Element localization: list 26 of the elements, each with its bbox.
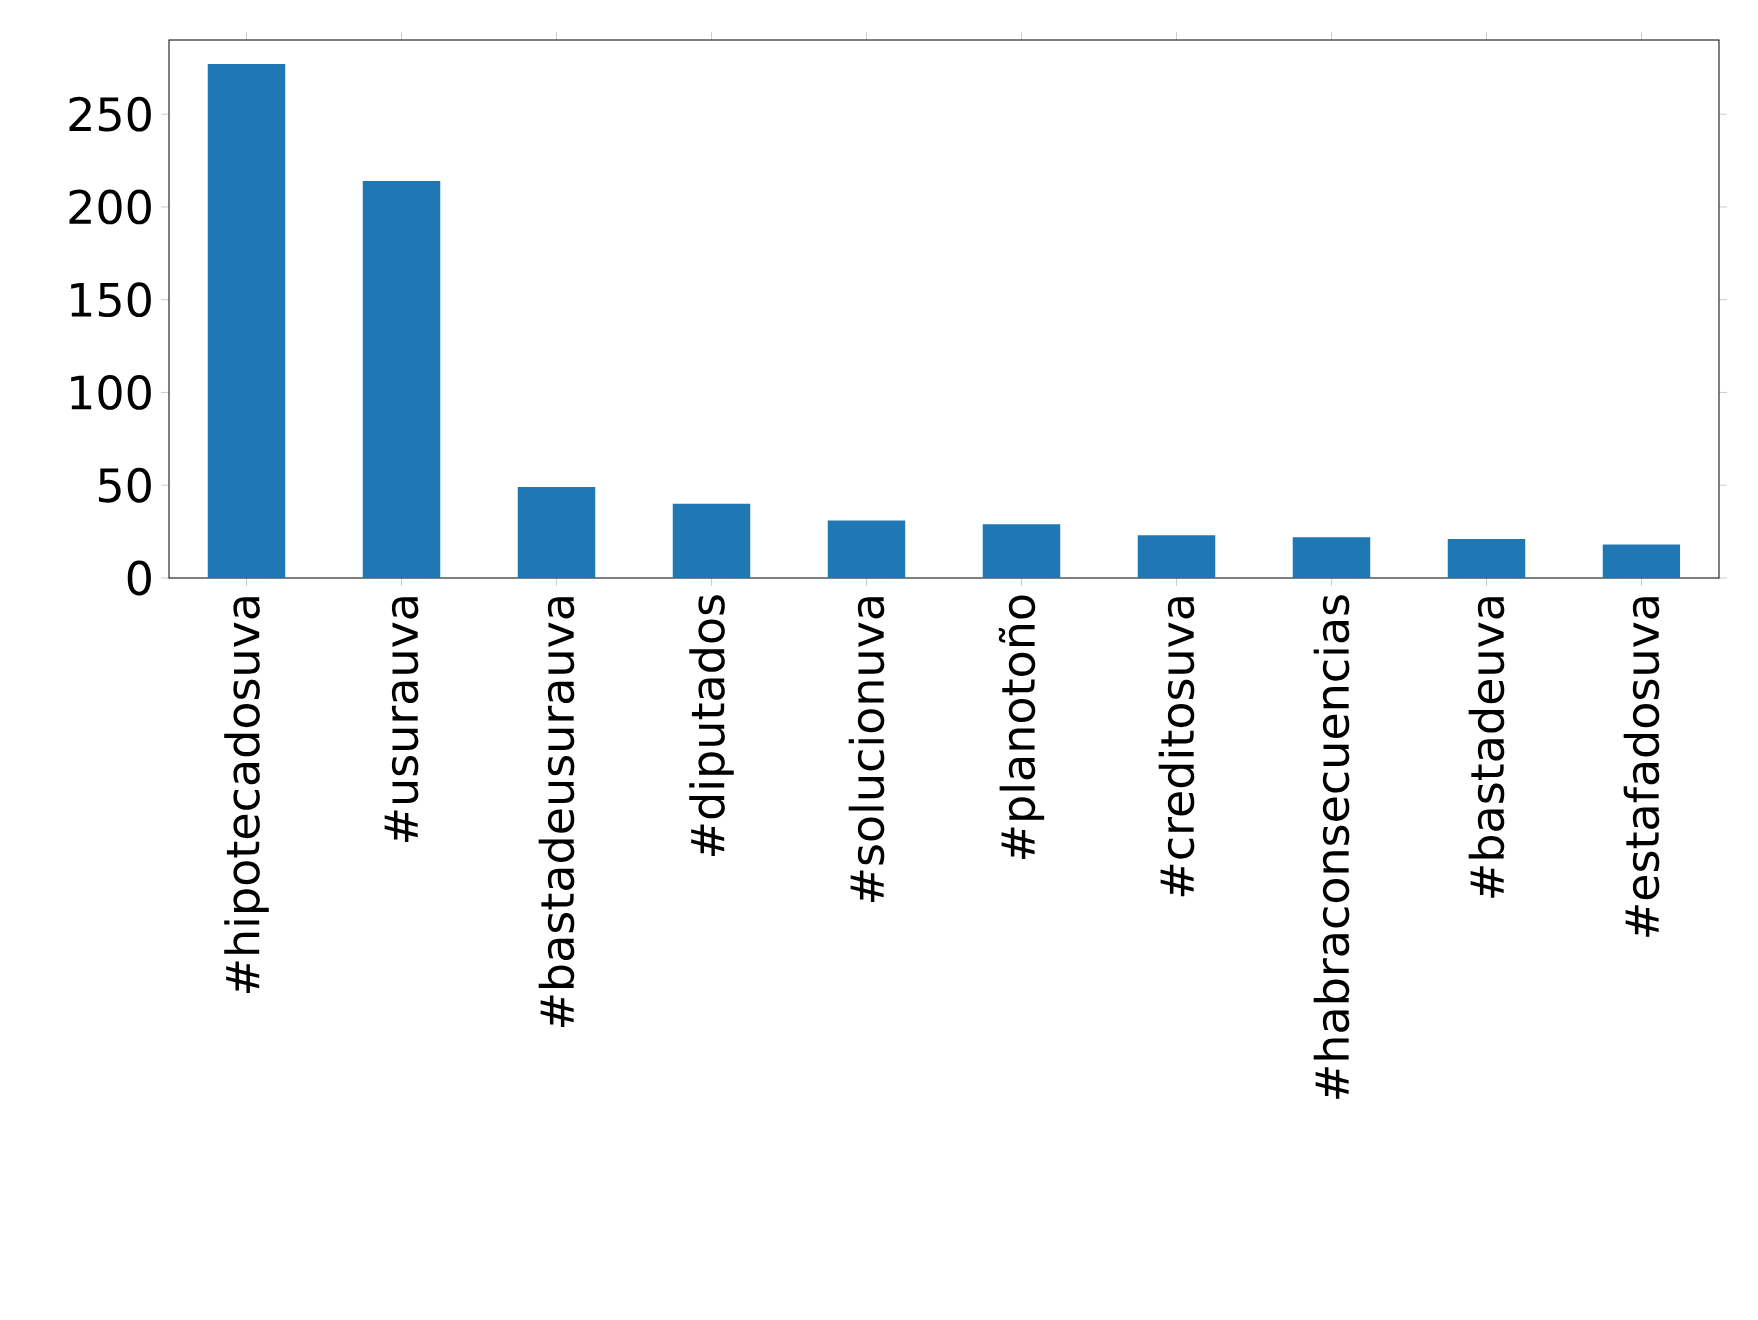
y-tick-label: 100 — [71, 375, 151, 410]
x-tick-label: #habraconsecuencias — [1313, 595, 1350, 1099]
y-tick-label: 250 — [69, 96, 151, 132]
x-tick-label: #solucionuva — [848, 597, 885, 903]
x-tick-label: #estafadosuva — [1623, 597, 1660, 937]
bar — [207, 64, 286, 578]
y-tick-label: 150 — [71, 282, 151, 318]
bar — [982, 524, 1061, 578]
bar — [672, 503, 751, 578]
bar — [1137, 535, 1216, 578]
x-tick-label: #diputados — [689, 595, 734, 856]
bar — [1602, 544, 1681, 578]
y-tick-label: 200 — [69, 189, 151, 225]
bar — [517, 487, 596, 578]
x-tick-label: #bastadeuva — [1468, 597, 1505, 898]
x-tick-label: #planotoño — [998, 595, 1045, 859]
x-tick-label: #hipotecadosuva — [224, 597, 269, 994]
x-tick-label: #bastadeusurauva — [538, 597, 575, 1028]
y-tick-label: 50 — [98, 467, 151, 503]
bar — [827, 520, 906, 578]
bar — [1447, 539, 1526, 578]
x-tick-label: #usurauva — [384, 597, 419, 842]
bar — [1292, 537, 1371, 578]
y-tick-label: 0 — [127, 560, 151, 596]
x-tick-label: #creditosuva — [1158, 597, 1195, 897]
bar — [362, 180, 441, 578]
